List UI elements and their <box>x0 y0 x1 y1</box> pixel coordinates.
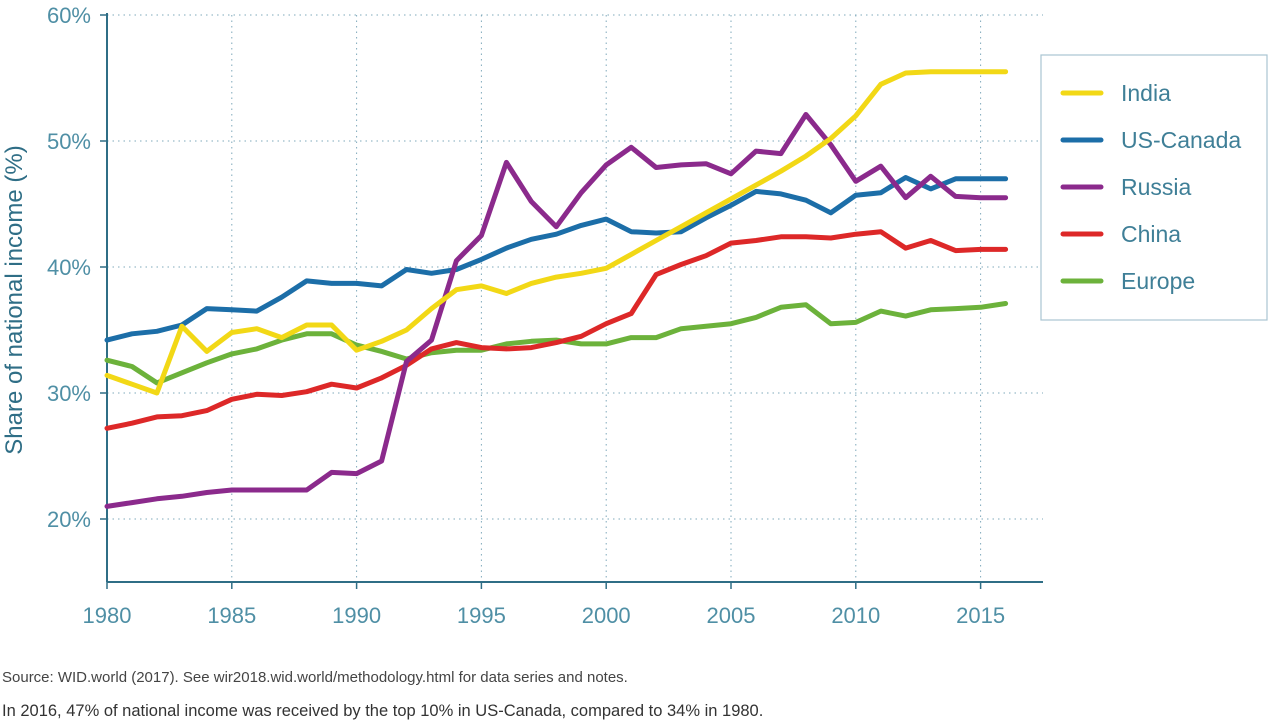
series-line-russia <box>104 112 1009 509</box>
source-note: Source: WID.world (2017). See wir2018.wi… <box>2 669 628 686</box>
line-chart: 20% 30% 40% 50% 60% 1980 1985 1990 1995 2000 2005 2… <box>1 3 1268 628</box>
x-tick-label: 2005 <box>707 603 756 628</box>
x-tick-label: 2015 <box>956 603 1005 628</box>
series-line-china <box>104 229 1009 431</box>
y-tick-label: 60% <box>47 3 91 28</box>
x-tick-label: 1980 <box>83 603 132 628</box>
grid <box>107 14 1043 582</box>
axes <box>100 13 1043 589</box>
y-tick-label: 40% <box>47 255 91 280</box>
legend-label-china: China <box>1121 221 1181 247</box>
y-tick-label: 50% <box>47 129 91 154</box>
series-lines <box>104 69 1009 509</box>
legend-label-india: India <box>1121 80 1171 106</box>
caption-note: In 2016, 47% of national income was rece… <box>2 702 764 720</box>
x-tick-label: 1985 <box>207 603 256 628</box>
x-tick-label: 2000 <box>582 603 631 628</box>
series-line-india <box>104 69 1009 396</box>
x-tick-label: 2010 <box>831 603 880 628</box>
legend-label-russia: Russia <box>1121 174 1192 200</box>
y-tick-label: 30% <box>47 381 91 406</box>
y-tick-label: 20% <box>47 507 91 532</box>
x-tick-label: 1990 <box>332 603 381 628</box>
tick-labels: 20% 30% 40% 50% 60% 1980 1985 1990 1995 2000 2005 2… <box>47 3 1005 628</box>
legend-label-us-canada: US-Canada <box>1121 127 1241 153</box>
y-axis-title: Share of national income (%) <box>1 145 28 455</box>
x-tick-label: 1995 <box>457 603 506 628</box>
series-line-us-canada <box>104 175 1009 343</box>
legend-label-europe: Europe <box>1121 268 1195 294</box>
legend: India US-Canada Russia China Europe <box>1040 54 1268 321</box>
